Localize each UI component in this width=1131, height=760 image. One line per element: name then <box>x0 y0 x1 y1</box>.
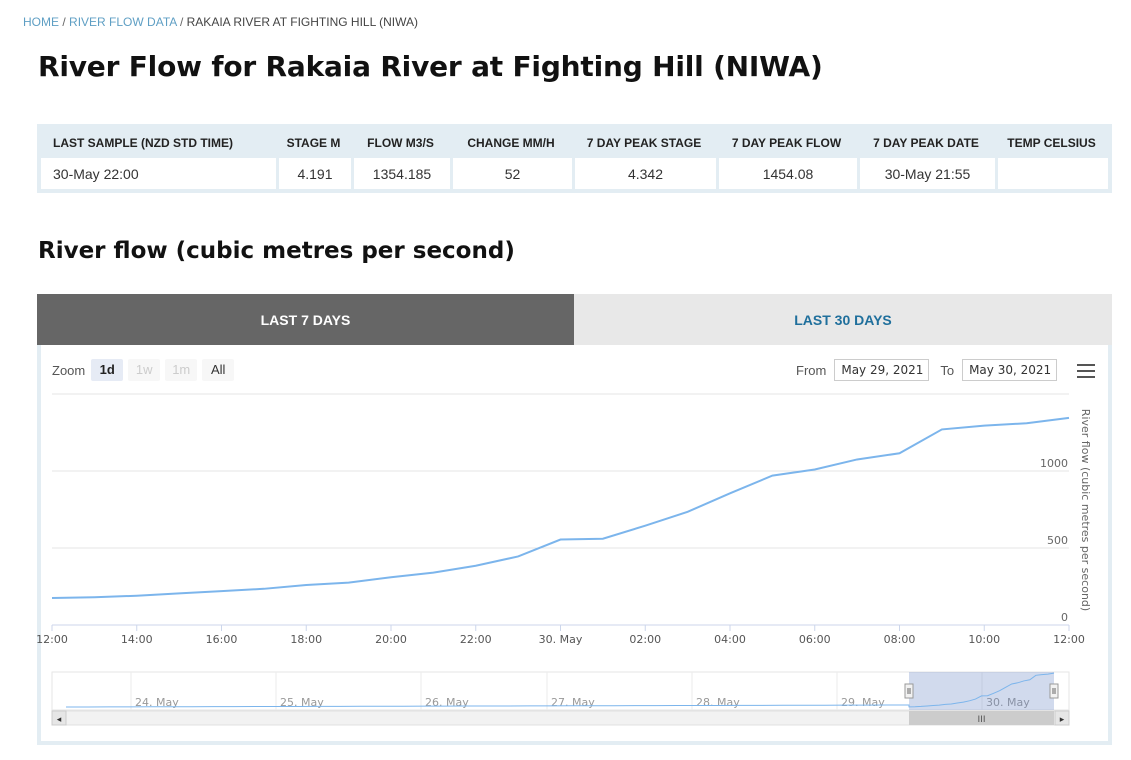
col-header-flow: FLOW M3/S <box>367 136 434 150</box>
cell-flow: 1354.185 <box>351 158 450 189</box>
cell-peak-flow: 1454.08 <box>716 158 857 189</box>
col-header-peak-flow: 7 DAY PEAK FLOW <box>731 136 842 150</box>
hamburger-menu-icon[interactable] <box>1077 364 1095 378</box>
section-title: River flow (cubic metres per second) <box>38 238 515 264</box>
breadcrumb-separator: / <box>179 15 184 29</box>
cell-peak-date: 30-May 21:55 <box>857 158 995 189</box>
cell-temp <box>995 158 1108 189</box>
col-header-temp: TEMP CELSIUS <box>1007 136 1096 150</box>
stats-table: LAST SAMPLE (NZD STD TIME) STAGE M FLOW … <box>37 124 1112 193</box>
from-label: From <box>796 362 827 378</box>
breadcrumb-home-link[interactable]: HOME <box>23 15 59 29</box>
col-header-change: CHANGE MM/H <box>467 136 555 150</box>
tab-last-7-days[interactable]: LAST 7 DAYS <box>37 294 574 345</box>
to-label: To <box>940 362 955 378</box>
zoom-1m-button: 1m <box>165 359 198 381</box>
page-title: River Flow for Rakaia River at Fighting … <box>38 50 823 83</box>
breadcrumb-current: RAKAIA RIVER AT FIGHTING HILL (NIWA) <box>186 15 419 29</box>
breadcrumb-section-link[interactable]: RIVER FLOW DATA <box>69 15 177 29</box>
to-date-input[interactable] <box>962 359 1058 381</box>
chart-container <box>37 345 1112 745</box>
stats-header-row: LAST SAMPLE (NZD STD TIME) STAGE M FLOW … <box>41 128 1108 158</box>
breadcrumb-separator: / <box>62 15 66 29</box>
cell-last-sample: 30-May 22:00 <box>41 158 276 189</box>
zoom-bar: Zoom 1d 1w 1m All <box>52 359 239 381</box>
col-header-last-sample: LAST SAMPLE (NZD STD TIME) <box>53 136 233 150</box>
col-header-peak-stage: 7 DAY PEAK STAGE <box>586 136 702 150</box>
range-tabs: LAST 7 DAYS LAST 30 DAYS <box>37 294 1112 345</box>
col-header-peak-date: 7 DAY PEAK DATE <box>873 136 979 150</box>
zoom-1d-button[interactable]: 1d <box>91 359 124 381</box>
tab-last-30-days[interactable]: LAST 30 DAYS <box>574 294 1112 345</box>
col-header-stage: STAGE M <box>286 136 341 150</box>
breadcrumb: HOME / RIVER FLOW DATA / RAKAIA RIVER AT… <box>23 15 418 29</box>
range-selector: From To <box>796 359 1058 381</box>
zoom-all-button[interactable]: All <box>202 359 235 381</box>
cell-peak-stage: 4.342 <box>572 158 716 189</box>
cell-change: 52 <box>450 158 572 189</box>
zoom-label: Zoom <box>52 362 86 378</box>
from-date-input[interactable] <box>834 359 930 381</box>
zoom-1w-button: 1w <box>128 359 161 381</box>
cell-stage: 4.191 <box>276 158 351 189</box>
stats-value-row: 30-May 22:00 4.191 1354.185 52 4.342 145… <box>41 158 1108 189</box>
